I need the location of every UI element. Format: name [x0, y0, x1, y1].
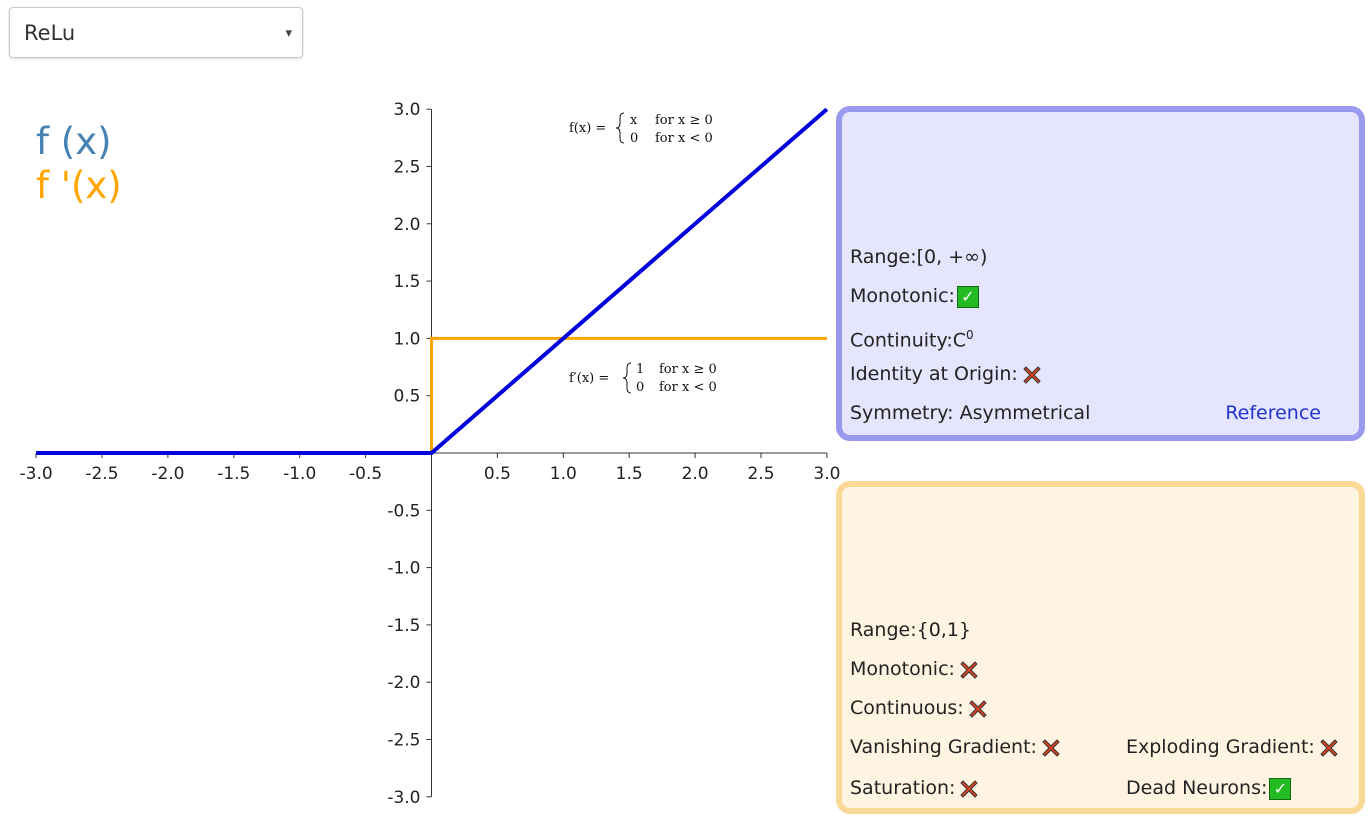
function-case1-condition: for x ≥ 0 — [655, 113, 713, 128]
y-tick-label: 2.5 — [393, 158, 420, 178]
function-case2-condition: for x < 0 — [655, 131, 713, 146]
x-tick-label: 1.5 — [616, 464, 643, 484]
y-tick-label: -2.0 — [387, 673, 420, 693]
function-symmetry-value: Asymmetrical — [953, 402, 1091, 424]
y-tick-label: 3.0 — [393, 100, 420, 120]
cross-icon — [957, 777, 981, 801]
derivative-case2-condition: for x < 0 — [659, 380, 717, 395]
function-equation: f(x) = x for x ≥ 0 0 for x < 0 — [569, 112, 713, 146]
derivative-equation: f′(x) = 1 for x ≥ 0 0 for x < 0 — [569, 362, 717, 395]
activation-select[interactable]: ReLu ▾ — [9, 7, 303, 58]
x-tick-label: -1.0 — [283, 464, 316, 484]
function-case2-value: 0 — [630, 131, 638, 146]
function-case1-value: x — [630, 113, 638, 128]
y-tick-label: -1.0 — [387, 559, 420, 579]
chevron-down-icon[interactable]: ▾ — [285, 26, 292, 41]
plot-series — [36, 107, 829, 455]
derivative-range-value: {0,1} — [916, 619, 972, 641]
y-tick-label: 1.5 — [393, 272, 420, 292]
function-continuity-order: 0 — [966, 328, 974, 342]
function-properties-panel: Range:[0, +∞) Monotonic: ✓ Continuity:C0 … — [836, 106, 1365, 441]
derivative-range: Range:{0,1} — [850, 619, 972, 641]
derivative-saturation: Saturation: — [850, 775, 981, 801]
function-monotonic: Monotonic: ✓ — [850, 283, 979, 309]
reference-link[interactable]: Reference — [1225, 402, 1321, 424]
y-tick-label: -1.5 — [387, 616, 420, 636]
function-equation-lhs: f(x) = — [569, 121, 606, 136]
legend: f (x) f '(x) — [36, 120, 122, 208]
y-tick-label: -3.0 — [387, 788, 420, 808]
derivative-dead-neurons: Dead Neurons: ✓ — [1126, 775, 1292, 801]
derivative-case1-condition: for x ≥ 0 — [659, 362, 717, 377]
function-symmetry: Symmetry: Asymmetrical — [850, 402, 1091, 424]
x-tick-label: -0.5 — [349, 464, 382, 484]
derivative-properties-panel: Range:{0,1} Monotonic: Continuous: Vanis… — [836, 481, 1365, 814]
activation-select-value: ReLu — [24, 21, 76, 45]
cross-icon — [1039, 736, 1063, 760]
derivative-continuous: Continuous: — [850, 695, 990, 721]
function-identity-origin: Identity at Origin: — [850, 361, 1044, 387]
y-tick-label: -2.5 — [387, 731, 420, 751]
legend-function: f (x) — [36, 120, 112, 163]
legend-derivative: f '(x) — [36, 164, 122, 207]
x-tick-label: 2.5 — [747, 464, 774, 484]
x-tick-label: -2.0 — [151, 464, 184, 484]
derivative-line — [36, 336, 827, 455]
y-tick-label: 2.0 — [393, 215, 420, 235]
function-line — [36, 107, 829, 455]
y-tick-label: 0.5 — [393, 387, 420, 407]
cross-icon — [1020, 363, 1044, 387]
derivative-equation-lhs: f′(x) = — [569, 371, 609, 386]
x-tick-label: 2.0 — [682, 464, 709, 484]
cross-icon — [1317, 736, 1341, 760]
cross-icon — [966, 697, 990, 721]
x-tick-label: -1.5 — [217, 464, 250, 484]
derivative-exploding-gradient: Exploding Gradient: — [1126, 734, 1341, 760]
cross-icon — [957, 658, 981, 682]
check-icon: ✓ — [956, 285, 979, 308]
function-range-value: [0, +∞) — [916, 246, 988, 268]
x-tick-label: 3.0 — [813, 464, 840, 484]
x-tick-label: 0.5 — [484, 464, 511, 484]
function-continuity-value: C — [952, 329, 967, 352]
derivative-monotonic: Monotonic: — [850, 656, 981, 682]
x-tick-label: 1.0 — [550, 464, 577, 484]
derivative-case2-value: 0 — [636, 380, 644, 395]
x-tick-label: -3.0 — [20, 464, 53, 484]
check-icon: ✓ — [1269, 777, 1292, 800]
derivative-vanishing-gradient: Vanishing Gradient: — [850, 734, 1063, 760]
function-continuity: Continuity:C0 — [850, 328, 974, 352]
y-tick-label: 1.0 — [393, 329, 420, 349]
derivative-case1-value: 1 — [636, 362, 644, 377]
function-range: Range:[0, +∞) — [850, 246, 988, 268]
y-tick-label: -0.5 — [387, 501, 420, 521]
x-tick-label: -2.5 — [85, 464, 118, 484]
